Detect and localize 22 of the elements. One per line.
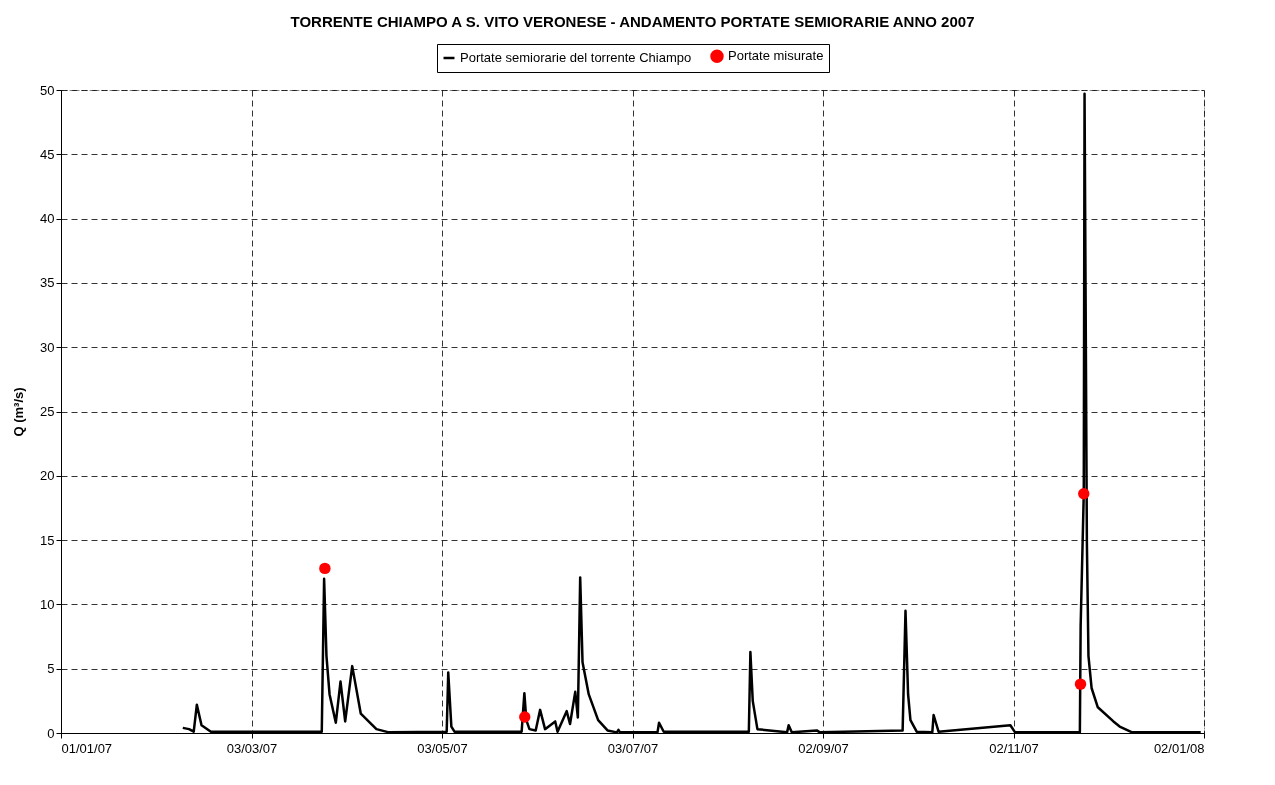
x-tick-label: 01/01/07 — [61, 740, 113, 756]
x-tick-label: 02/09/07 — [798, 740, 849, 756]
y-tick-label: 30 — [40, 339, 55, 355]
y-tick-label: 0 — [47, 725, 55, 741]
y-tick-label: 5 — [47, 661, 55, 677]
x-tick-label: 02/11/07 — [989, 740, 1039, 756]
x-tick-label: 03/07/07 — [607, 740, 659, 756]
y-tick-label: 20 — [40, 468, 55, 484]
x-tick-label: 03/05/07 — [417, 740, 468, 756]
legend-label: Portate misurate — [728, 48, 824, 64]
y-tick-label: 25 — [40, 404, 55, 419]
y-axis-title: Q (m³/s) — [11, 387, 27, 437]
legend-label: Portate semiorarie del torrente Chiampo — [460, 50, 692, 65]
y-tick-label: 40 — [40, 211, 55, 227]
y-tick-label: 35 — [40, 275, 55, 291]
y-tick-label: 15 — [40, 532, 55, 548]
y-tick-label: 10 — [40, 596, 55, 612]
y-tick-label: 50 — [40, 82, 55, 98]
y-tick-label: 45 — [40, 146, 55, 162]
x-tick-label: 03/03/07 — [226, 740, 278, 756]
chart-title: TORRENTE CHIAMPO A S. VITO VERONESE - ANDAMENTO PORTATE SEMIORARIE ANNO 2007 — [290, 12, 975, 30]
x-tick-label: 02/01/08 — [1153, 740, 1205, 756]
